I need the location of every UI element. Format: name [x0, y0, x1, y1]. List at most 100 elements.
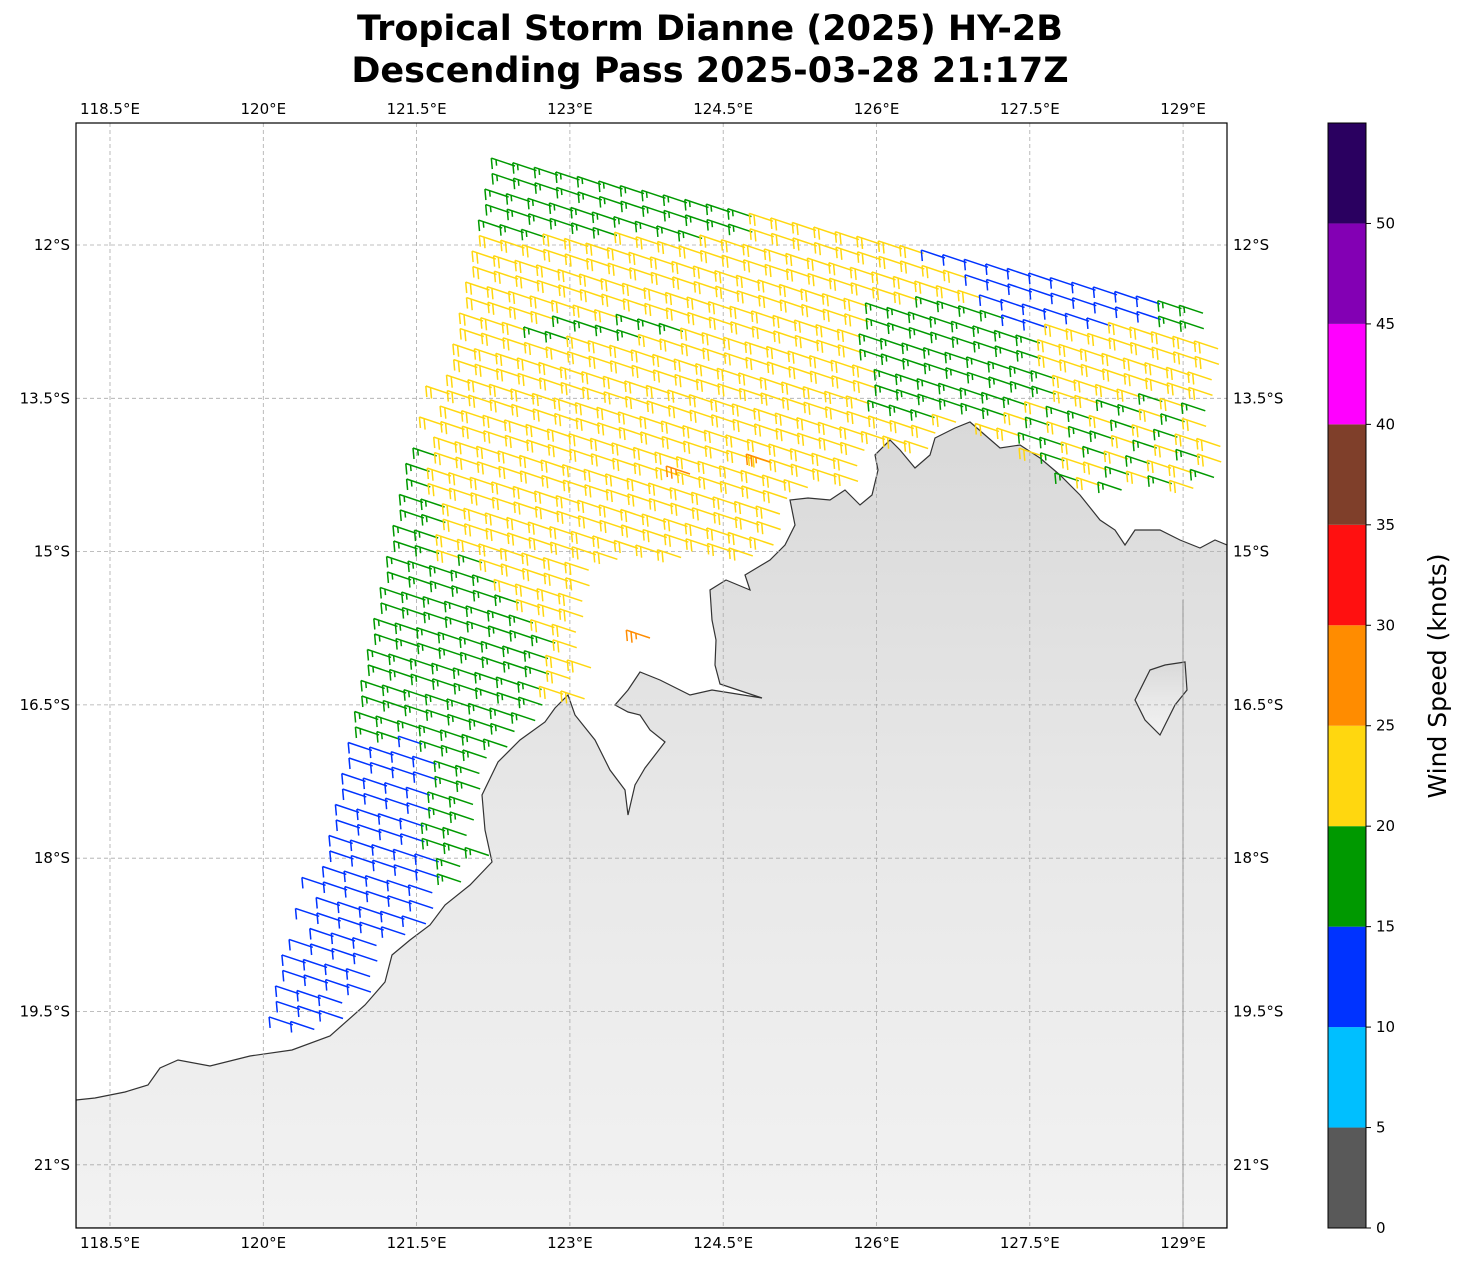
wind-barb — [415, 868, 440, 881]
wind-barb — [1125, 470, 1151, 484]
wind-barb — [850, 282, 876, 296]
wind-barb — [822, 308, 848, 322]
wind-barb — [699, 249, 725, 264]
wind-barb — [443, 600, 469, 613]
wind-barb — [1050, 292, 1076, 305]
wind-barb — [791, 221, 817, 236]
wind-barb — [440, 420, 465, 435]
wind-barb — [1094, 383, 1120, 398]
wind-barb — [632, 446, 658, 461]
wind-barb — [1075, 476, 1101, 491]
wind-barb — [893, 291, 919, 305]
wind-barb — [514, 583, 540, 597]
wind-barb — [959, 387, 985, 399]
wind-barb — [474, 687, 500, 700]
wind-barb — [471, 250, 497, 264]
wind-barb — [523, 326, 548, 338]
colorbar-segment — [1328, 625, 1366, 726]
wind-barb — [693, 280, 719, 295]
wind-barb — [514, 259, 540, 273]
wind-barb — [796, 432, 822, 446]
lat-label-right: 13.5°S — [1233, 389, 1283, 407]
wind-barb — [899, 260, 925, 274]
wind-barb — [296, 989, 321, 1002]
wind-barb — [587, 339, 613, 354]
wind-barb — [1165, 366, 1191, 380]
wind-barb — [728, 547, 754, 561]
wind-barb — [1086, 317, 1111, 329]
wind-barb — [365, 890, 391, 903]
wind-barb — [464, 846, 490, 859]
wind-barb — [322, 881, 348, 894]
wind-barb — [449, 811, 475, 824]
wind-barb — [686, 296, 712, 310]
wind-barb — [622, 298, 648, 312]
wind-barb — [852, 379, 878, 394]
wind-barb — [562, 479, 588, 493]
wind-barb — [557, 592, 583, 606]
wind-barb — [888, 404, 914, 417]
wind-barb — [473, 347, 499, 362]
wind-barb — [324, 978, 350, 991]
wind-barb — [1157, 315, 1183, 328]
wind-barb — [1160, 413, 1185, 425]
wind-barb — [491, 172, 517, 185]
colorbar-tick-label: 15 — [1376, 918, 1395, 936]
wind-barb — [412, 771, 438, 783]
wind-barb — [1039, 452, 1065, 464]
wind-barb — [452, 667, 478, 679]
wind-barb — [392, 524, 417, 537]
wind-barb — [985, 278, 1011, 291]
wind-barb — [821, 292, 847, 307]
wind-barb — [674, 373, 700, 388]
wind-barb — [951, 336, 977, 348]
wind-barb — [801, 303, 826, 318]
wind-barb — [463, 507, 488, 521]
wind-barb — [560, 690, 585, 704]
wind-barb — [1168, 464, 1193, 478]
map-area[interactable] — [76, 123, 1227, 1228]
wind-barb — [1136, 310, 1162, 323]
wind-barb — [1000, 314, 1026, 327]
lat-label-right: 21°S — [1233, 1156, 1269, 1174]
wind-barb — [735, 274, 761, 288]
wind-barb — [439, 729, 465, 741]
wind-barb — [727, 223, 753, 236]
wind-barb — [399, 833, 425, 845]
wind-barb — [1194, 355, 1220, 370]
wind-barb — [288, 938, 314, 951]
wind-barb — [1051, 374, 1077, 388]
wind-barb — [362, 777, 388, 790]
wind-barb — [689, 409, 715, 423]
wind-barb — [672, 276, 697, 290]
wind-barb — [702, 347, 727, 361]
wind-barb — [720, 238, 746, 253]
colorbar-tick-label: 20 — [1376, 817, 1395, 835]
wind-barb — [591, 211, 617, 224]
wind-barb — [617, 411, 643, 425]
wind-barb — [348, 757, 373, 770]
wind-barb — [966, 371, 992, 384]
wind-barb — [564, 561, 589, 575]
wind-barb — [978, 294, 1004, 306]
wind-barb — [480, 316, 505, 331]
wind-barb — [459, 327, 485, 342]
wind-barb — [442, 518, 468, 532]
wind-barb — [695, 362, 720, 377]
wind-barb — [503, 419, 529, 433]
wind-barb — [635, 544, 660, 558]
wind-barb — [511, 403, 536, 418]
wind-barb — [613, 539, 639, 554]
wind-barb — [1187, 371, 1212, 385]
wind-barb — [574, 401, 600, 416]
wind-barb — [609, 360, 635, 374]
wind-barb — [478, 234, 504, 249]
wind-barb — [1079, 348, 1105, 362]
wind-barb — [856, 235, 881, 249]
wind-barb — [331, 947, 357, 960]
wind-barb — [980, 391, 1006, 404]
wind-barb — [619, 184, 645, 197]
wind-barb — [688, 393, 714, 408]
wind-barb — [665, 307, 691, 321]
wind-barb — [536, 279, 562, 294]
